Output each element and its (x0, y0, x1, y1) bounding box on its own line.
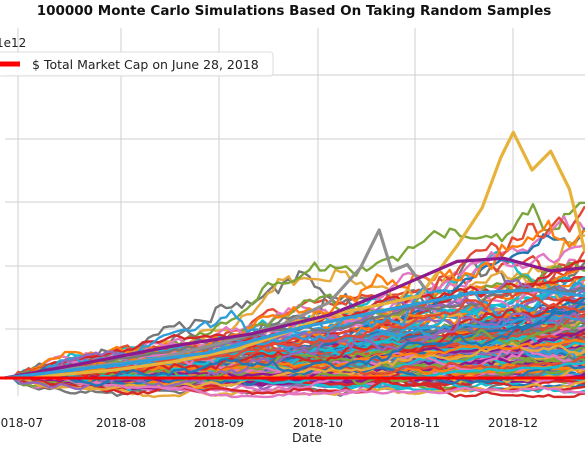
x-tick-label: 2018-09 (194, 416, 244, 430)
x-tick-labels: 2018-07 2018-08 2018-09 2018-10 2018-11 2018-… (0, 416, 538, 430)
x-tick-label: 2018-12 (488, 416, 538, 430)
legend-box (0, 51, 274, 77)
simulation-path (12, 303, 585, 388)
highlight-path (4, 256, 585, 380)
simulation-path (13, 360, 585, 385)
x-tick-label: 2018-08 (96, 416, 146, 430)
simulation-path (12, 342, 585, 391)
simulation-paths (12, 201, 585, 399)
chart-title: 100000 Monte Carlo Simulations Based On … (37, 3, 552, 19)
x-tick-label: 2018-07 (0, 416, 43, 430)
x-axis-label: Date (292, 430, 322, 445)
highlight-paths (4, 130, 585, 380)
legend-label: $ Total Market Cap on June 28, 2018 (32, 57, 259, 72)
y-scale-label: 1e12 (0, 36, 26, 50)
simulation-path (12, 219, 585, 386)
simulation-path (12, 285, 585, 380)
legend: $ Total Market Cap on June 28, 2018 (0, 51, 274, 77)
x-tick-label: 2018-11 (390, 416, 440, 430)
simulation-path (12, 375, 585, 399)
x-tick-label: 2018-10 (293, 416, 343, 430)
highlight-path (4, 288, 585, 380)
highlight-path (4, 130, 585, 380)
simulation-path (12, 294, 585, 382)
